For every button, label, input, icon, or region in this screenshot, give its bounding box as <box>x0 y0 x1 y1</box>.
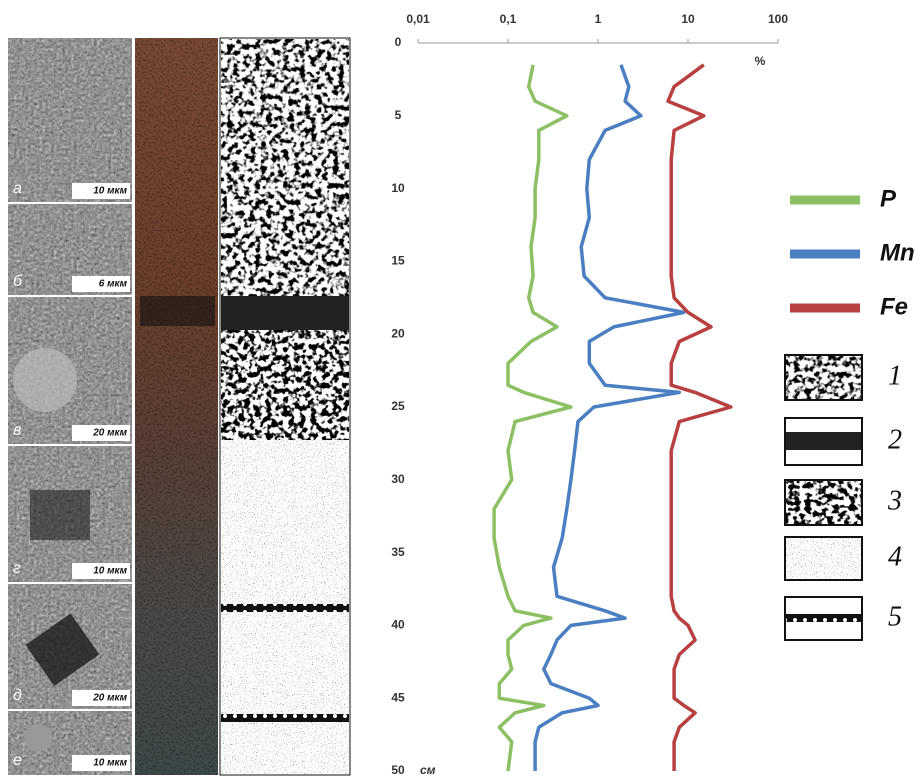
photo-column <box>8 38 132 775</box>
series-line <box>535 65 684 771</box>
legend-pattern <box>786 481 861 524</box>
scale-label: 6 мкм <box>99 279 128 290</box>
lithology-label: 5 <box>888 601 902 632</box>
scale-label: 10 мкм <box>93 566 127 577</box>
photo-letter: д <box>13 687 22 704</box>
figure: а 10 мкм б 6 мкм в 20 мкм г 10 мкм д 20 мкм е 10 мк… <box>0 0 919 779</box>
legend-label: Mn <box>880 239 915 266</box>
scale-label: 20 мкм <box>92 693 127 704</box>
series-line <box>668 65 731 771</box>
y-tick-label: 45 <box>391 690 405 704</box>
photo-letter: в <box>13 422 21 439</box>
lithology-3 <box>221 330 349 440</box>
lithology-legend <box>785 355 862 640</box>
x-tick-label: 10 <box>681 12 695 26</box>
x-tick-label: 0,1 <box>500 12 517 26</box>
lithology-column <box>220 38 350 775</box>
y-tick-label: 5 <box>395 108 402 122</box>
x-tick-label: 0,01 <box>406 12 430 26</box>
photo-letter: б <box>13 273 23 290</box>
photo-feature <box>24 724 52 752</box>
lithology-2 <box>221 296 349 330</box>
legend-label: P <box>880 185 897 212</box>
lithology-5 <box>221 604 349 612</box>
lithology-label: 4 <box>888 541 902 572</box>
y-tick-label: 15 <box>391 254 405 268</box>
y-tick-label: 35 <box>391 545 405 559</box>
y-tick-label: 30 <box>391 472 405 486</box>
lithology-label: 3 <box>887 485 902 516</box>
x-unit: % <box>755 54 766 68</box>
y-tick-label: 50 <box>391 763 405 777</box>
lithology-5 <box>221 714 349 722</box>
scale-label: 10 мкм <box>93 758 127 769</box>
lithology-label: 1 <box>888 360 902 391</box>
photo-letter: е <box>13 752 22 769</box>
y-tick-label: 0 <box>395 35 402 49</box>
y-tick-label: 40 <box>391 618 405 632</box>
legend-pattern <box>786 356 861 399</box>
core-dark-band <box>140 296 215 326</box>
x-tick-label: 100 <box>768 12 788 26</box>
core-photo-texture <box>135 38 218 775</box>
legend-pattern <box>786 614 861 622</box>
legend-pattern <box>786 538 861 579</box>
scale-label: 20 мкм <box>92 428 127 439</box>
photo-letter: г <box>13 560 21 577</box>
plot: 0,01 0,1 1 10 100 0 5 10 15 20 25 30 35 40 45 50 <box>391 12 788 777</box>
scale-label: 10 мкм <box>93 186 127 197</box>
legend-pattern <box>786 432 861 450</box>
y-tick-label: 25 <box>391 399 405 413</box>
photo-feature <box>30 490 90 540</box>
photo-feature <box>13 348 77 412</box>
photo-letter: а <box>13 180 22 197</box>
series-line <box>494 65 571 771</box>
y-tick-label: 20 <box>391 326 405 340</box>
y-tick-label: 10 <box>391 181 405 195</box>
lithology-label: 2 <box>888 424 902 455</box>
x-tick-label: 1 <box>595 12 602 26</box>
legend-label: Fe <box>880 293 908 320</box>
y-axis-label: см <box>420 763 436 777</box>
lithology-1 <box>221 39 349 296</box>
